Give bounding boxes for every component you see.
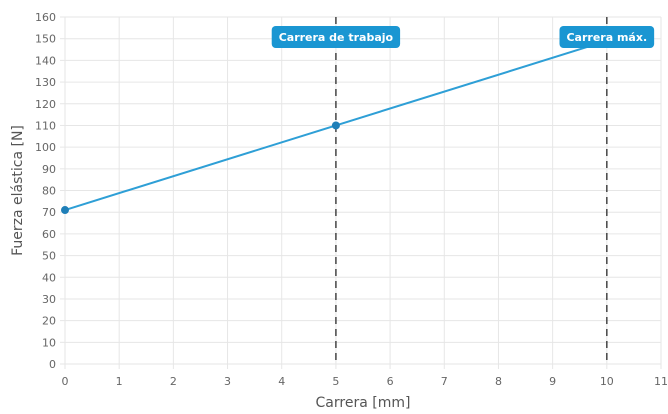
- x-tick-label: 3: [224, 375, 231, 388]
- y-tick-label: 10: [42, 336, 56, 349]
- x-tick-label: 5: [332, 375, 339, 388]
- y-tick-label: 120: [35, 98, 56, 111]
- y-axis-title: Fuerza elástica [N]: [10, 125, 26, 256]
- data-point: [61, 206, 69, 215]
- x-tick-label: 2: [170, 375, 177, 388]
- y-tick-label: 130: [35, 76, 56, 89]
- grid: [64, 16, 662, 369]
- annotation-box: [271, 26, 401, 48]
- annotation-text: Carrera máx.: [566, 31, 647, 44]
- y-tick-label: 20: [42, 315, 56, 328]
- annotation-box: [559, 26, 655, 48]
- y-tick-label: 30: [42, 293, 56, 306]
- y-tick-label: 100: [35, 141, 56, 154]
- series-layer: [61, 39, 608, 215]
- y-tick-label: 40: [42, 271, 56, 284]
- x-tick-label: 0: [62, 375, 69, 388]
- x-tick-label: 8: [495, 375, 502, 388]
- axes: 0102030405060708090100110120130140150160…: [35, 11, 668, 388]
- y-tick-label: 150: [35, 33, 56, 46]
- annotations: Carrera de trabajo Carrera máx.: [271, 26, 655, 48]
- x-tick-label: 10: [600, 375, 614, 388]
- x-tick-label: 7: [441, 375, 448, 388]
- x-tick-label: 1: [116, 375, 123, 388]
- annotation-text: Carrera de trabajo: [279, 31, 394, 44]
- y-tick-label: 80: [42, 185, 56, 198]
- y-tick-label: 0: [49, 358, 56, 371]
- y-tick-label: 140: [35, 54, 56, 67]
- x-tick-label: 11: [654, 375, 668, 388]
- x-tick-label: 6: [387, 375, 394, 388]
- annotation-label: Carrera máx.: [559, 26, 655, 48]
- vertical-reference-lines: [335, 17, 608, 364]
- y-tick-label: 160: [35, 11, 56, 24]
- y-tick-label: 60: [42, 228, 56, 241]
- x-tick-label: 4: [278, 375, 285, 388]
- y-tick-label: 90: [42, 163, 56, 176]
- annotation-label: Carrera de trabajo: [271, 26, 401, 48]
- y-tick-label: 70: [42, 206, 56, 219]
- x-axis-title: Carrera [mm]: [316, 395, 411, 411]
- y-tick-label: 110: [35, 119, 56, 132]
- y-tick-label: 50: [42, 250, 56, 263]
- data-point: [331, 121, 340, 130]
- x-tick-label: 9: [549, 375, 556, 388]
